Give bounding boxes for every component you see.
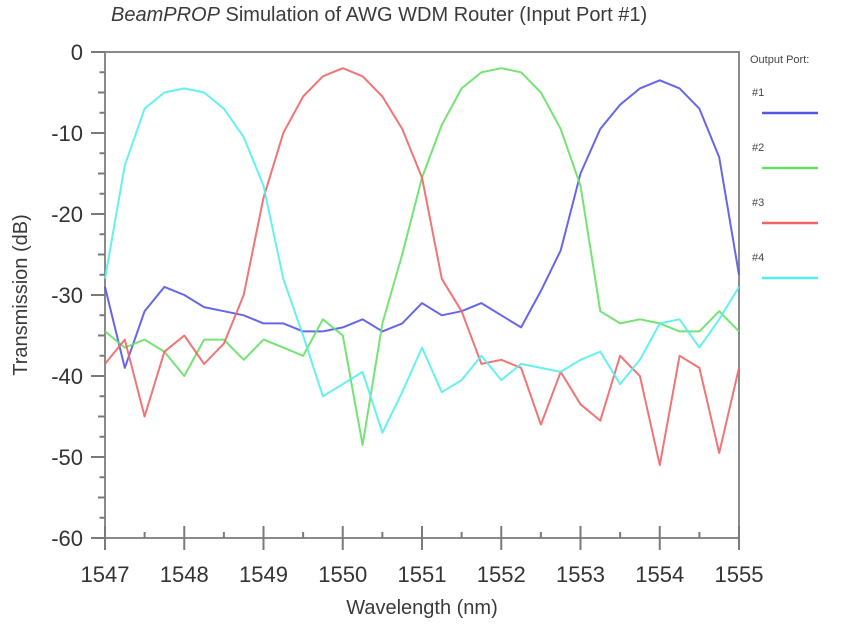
legend-label-port-3: #3 (752, 197, 764, 209)
x-tick-label: 1554 (635, 562, 684, 587)
legend-label-port-1: #1 (752, 87, 764, 99)
chart-title: BeamPROP Simulation of AWG WDM Router (I… (0, 4, 850, 27)
legend-label-port-4: #4 (752, 252, 764, 264)
series-port-1-line (104, 79, 740, 369)
series-port-2-line (104, 67, 740, 446)
x-tick-label: 1547 (81, 562, 130, 587)
plot-series (104, 67, 740, 467)
y-tick-label: -40 (51, 364, 83, 389)
x-axis: 1547 1548 1549 1550 1551 1552 1553 1554 1555 (81, 526, 764, 587)
legend: Output Port: #1 #2 #3 #4 (750, 54, 818, 280)
y-axis-title: Transmission (dB) (10, 214, 32, 376)
y-tick-label: -30 (51, 283, 83, 308)
series-port-4-line (104, 87, 740, 434)
chart-title-rest: Simulation of AWG WDM Router (Input Port… (219, 4, 648, 26)
y-tick-label: 0 (71, 40, 83, 65)
plot-border (104, 51, 740, 539)
legend-heading: Output Port: (750, 54, 809, 66)
x-tick-label: 1548 (160, 562, 209, 587)
x-tick-label: 1551 (398, 562, 447, 587)
x-axis-title: Wavelength (nm) (346, 597, 498, 619)
x-tick-label: 1555 (715, 562, 764, 587)
x-tick-label: 1550 (318, 562, 367, 587)
x-tick-label: 1552 (477, 562, 526, 587)
y-tick-label: -10 (51, 121, 83, 146)
plot-frame (104, 51, 740, 539)
y-axis: 0 -10 -20 -30 -40 -50 -60 (51, 40, 105, 551)
series-port-3-line (104, 67, 740, 467)
y-tick-label: -60 (51, 526, 83, 551)
y-tick-label: -20 (51, 202, 83, 227)
x-tick-label: 1549 (239, 562, 288, 587)
chart-title-italic: BeamPROP (111, 4, 220, 26)
x-tick-label: 1553 (556, 562, 605, 587)
y-tick-label: -50 (51, 445, 83, 470)
legend-label-port-2: #2 (752, 142, 764, 154)
